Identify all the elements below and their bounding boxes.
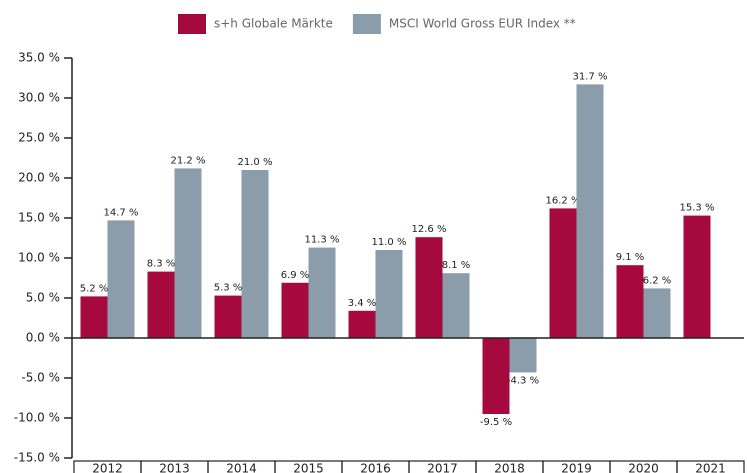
x-tick-box xyxy=(676,460,745,473)
bar xyxy=(308,247,336,338)
bar xyxy=(643,288,671,338)
y-tick-label: -15.0 % xyxy=(14,451,60,465)
legend-label: MSCI World Gross EUR Index ** xyxy=(389,17,576,31)
y-tick-label: 15.0 % xyxy=(18,211,60,225)
x-tick-label: 2016 xyxy=(360,462,391,473)
y-tick-label: 5.0 % xyxy=(26,291,60,305)
value-label: 11.0 % xyxy=(372,237,407,248)
value-label: 12.6 % xyxy=(412,224,447,235)
value-label: 11.3 % xyxy=(305,235,340,246)
bar xyxy=(214,295,242,338)
value-label: 6.2 % xyxy=(643,275,672,286)
bar xyxy=(147,271,175,338)
value-label: 6.9 % xyxy=(281,270,310,281)
value-label: 5.3 % xyxy=(214,283,243,294)
y-tick-label: -10.0 % xyxy=(14,411,60,425)
value-label: 15.3 % xyxy=(680,203,715,214)
bar xyxy=(174,168,202,338)
value-label: 8.1 % xyxy=(442,260,471,271)
bar xyxy=(281,282,309,338)
bar xyxy=(549,208,577,338)
x-tick-label: 2018 xyxy=(494,462,525,473)
bar xyxy=(415,237,443,338)
bar xyxy=(348,310,376,338)
bar xyxy=(107,220,135,338)
legend-label: s+h Globale Märkte xyxy=(214,17,333,31)
bar xyxy=(683,215,711,338)
x-tick-label: 2013 xyxy=(159,462,190,473)
y-tick-label: 30.0 % xyxy=(18,91,60,105)
x-tick-label: 2017 xyxy=(427,462,458,473)
value-label: 3.4 % xyxy=(348,298,377,309)
bar xyxy=(442,273,470,338)
value-label: 16.2 % xyxy=(546,195,581,206)
bar xyxy=(482,338,510,414)
value-label: -4.3 % xyxy=(507,375,539,386)
value-label: 8.3 % xyxy=(147,259,176,270)
y-tick-label: -5.0 % xyxy=(21,371,60,385)
bar xyxy=(375,250,403,338)
value-label: 31.7 % xyxy=(573,71,608,82)
value-label: 14.7 % xyxy=(104,207,139,218)
legend-swatch xyxy=(352,14,381,34)
x-tick-label: 2019 xyxy=(561,462,592,473)
y-tick-label: 20.0 % xyxy=(18,171,60,185)
bar xyxy=(576,84,604,339)
bar xyxy=(616,265,644,338)
value-label: 9.1 % xyxy=(616,252,645,263)
legend-swatch xyxy=(178,14,206,34)
y-tick-label: 25.0 % xyxy=(18,131,60,145)
bar xyxy=(509,338,537,373)
y-tick-label: 0.0 % xyxy=(26,331,60,345)
y-tick-label: 35.0 % xyxy=(18,51,60,65)
y-tick-label: 10.0 % xyxy=(18,251,60,265)
x-tick-label: 2020 xyxy=(628,462,659,473)
bar xyxy=(241,170,269,338)
bar xyxy=(80,296,108,338)
value-label: 21.0 % xyxy=(238,157,273,168)
value-label: 21.2 % xyxy=(171,155,206,166)
x-tick-label: 2012 xyxy=(92,462,123,473)
x-tick-label: 2021 xyxy=(695,462,726,473)
value-label: 5.2 % xyxy=(80,283,109,294)
x-tick-label: 2014 xyxy=(226,462,257,473)
value-label: -9.5 % xyxy=(480,417,512,428)
x-tick-label: 2015 xyxy=(293,462,324,473)
